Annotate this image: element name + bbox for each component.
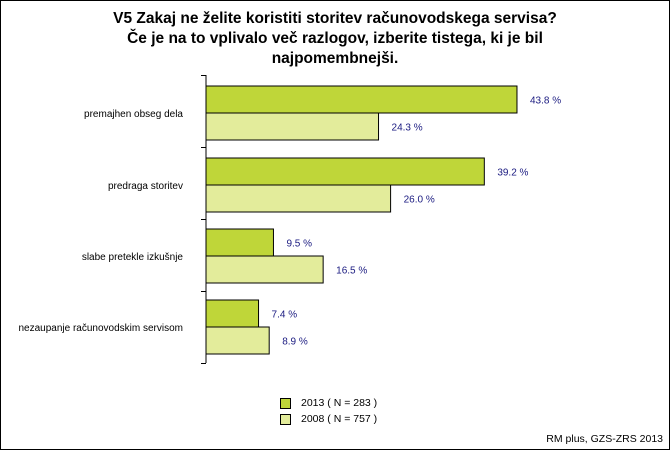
data-label: 24.3 % (392, 123, 423, 134)
category-label: nezaupanje računovodskim servisom (18, 323, 183, 334)
category-label: predraga storitev (108, 181, 183, 192)
bar-2013 (205, 157, 485, 186)
data-label: 39.2 % (497, 168, 528, 179)
data-label: 26.0 % (404, 195, 435, 206)
category-label: slabe pretekle izkušnje (82, 252, 184, 263)
bar-2013 (205, 85, 518, 114)
data-label: 8.9 % (282, 337, 308, 348)
bar-2008 (205, 112, 380, 141)
chart-title-line-2: Če je na to vplivalo več razlogov, izber… (127, 30, 543, 47)
source-note: RM plus, GZS-ZRS 2013 (546, 433, 663, 445)
data-label: 9.5 % (286, 239, 312, 250)
legend-swatch-2013 (280, 398, 291, 409)
bar-2013 (205, 228, 274, 257)
bar-2008 (205, 255, 324, 284)
bar-2008 (205, 184, 392, 213)
legend-label-2008: 2008 ( N = 757 ) (301, 413, 378, 425)
chart-title-line-3: najpomembnejši. (271, 50, 399, 67)
data-label: 43.8 % (530, 96, 561, 107)
legend-label-2013: 2013 ( N = 283 ) (301, 397, 378, 409)
category-label: premajhen obseg dela (84, 109, 183, 120)
legend-swatch-2008 (280, 414, 291, 425)
data-label: 16.5 % (336, 266, 367, 277)
bar-2013 (205, 299, 260, 328)
bar-2008 (205, 326, 270, 355)
data-label: 7.4 % (272, 310, 298, 321)
chart-title-line-1: V5 Zakaj ne želite koristiti storitev ra… (113, 10, 557, 27)
